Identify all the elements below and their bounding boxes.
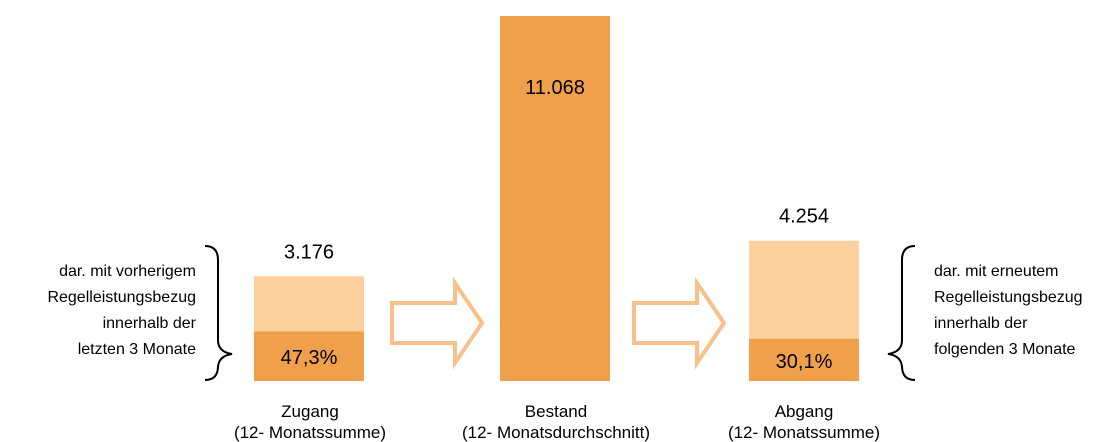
left-annotation-line-1: dar. mit vorherigem bbox=[59, 263, 196, 280]
left-annotation-line-2: Regelleistungsbezug bbox=[47, 289, 196, 306]
flow-arrow-bestand-to-abgang bbox=[632, 276, 727, 370]
bestand-bar bbox=[500, 16, 610, 381]
zugang-total-label: 3.176 bbox=[284, 241, 334, 263]
abgang-bar-share bbox=[749, 338, 859, 381]
abgang-total-label: 4.254 bbox=[779, 206, 829, 228]
zugang-category-label: Zugang bbox=[281, 402, 339, 421]
bestand-total-label: 11.068 bbox=[525, 77, 585, 99]
flow-arrow-zugang-to-bestand bbox=[390, 276, 485, 370]
right-annotation-line-3: innerhalb der bbox=[934, 315, 1028, 332]
left-annotation-line-3: innerhalb der bbox=[103, 315, 197, 332]
right-brace bbox=[887, 245, 916, 381]
right-annotation-line-4: folgenden 3 Monate bbox=[934, 341, 1076, 358]
bestand-category-label: Bestand bbox=[525, 402, 587, 421]
bestand-category-sublabel: (12- Monatsdurchschnitt) bbox=[462, 423, 650, 442]
right-annotation-line-1: dar. mit erneutem bbox=[934, 263, 1059, 280]
left-brace bbox=[204, 245, 233, 381]
zugang-category-sublabel: (12- Monatssumme) bbox=[234, 423, 386, 442]
abgang-category-label: Abgang bbox=[775, 402, 834, 421]
left-annotation-line-4: letzten 3 Monate bbox=[78, 341, 196, 358]
right-annotation-line-2: Regelleistungsbezug bbox=[934, 289, 1083, 306]
zugang-share-label: 47,3% bbox=[281, 347, 338, 369]
abgang-share-label: 30,1% bbox=[776, 351, 833, 373]
zugang-bar-share bbox=[254, 331, 364, 381]
abgang-category-sublabel: (12- Monatssumme) bbox=[728, 423, 880, 442]
